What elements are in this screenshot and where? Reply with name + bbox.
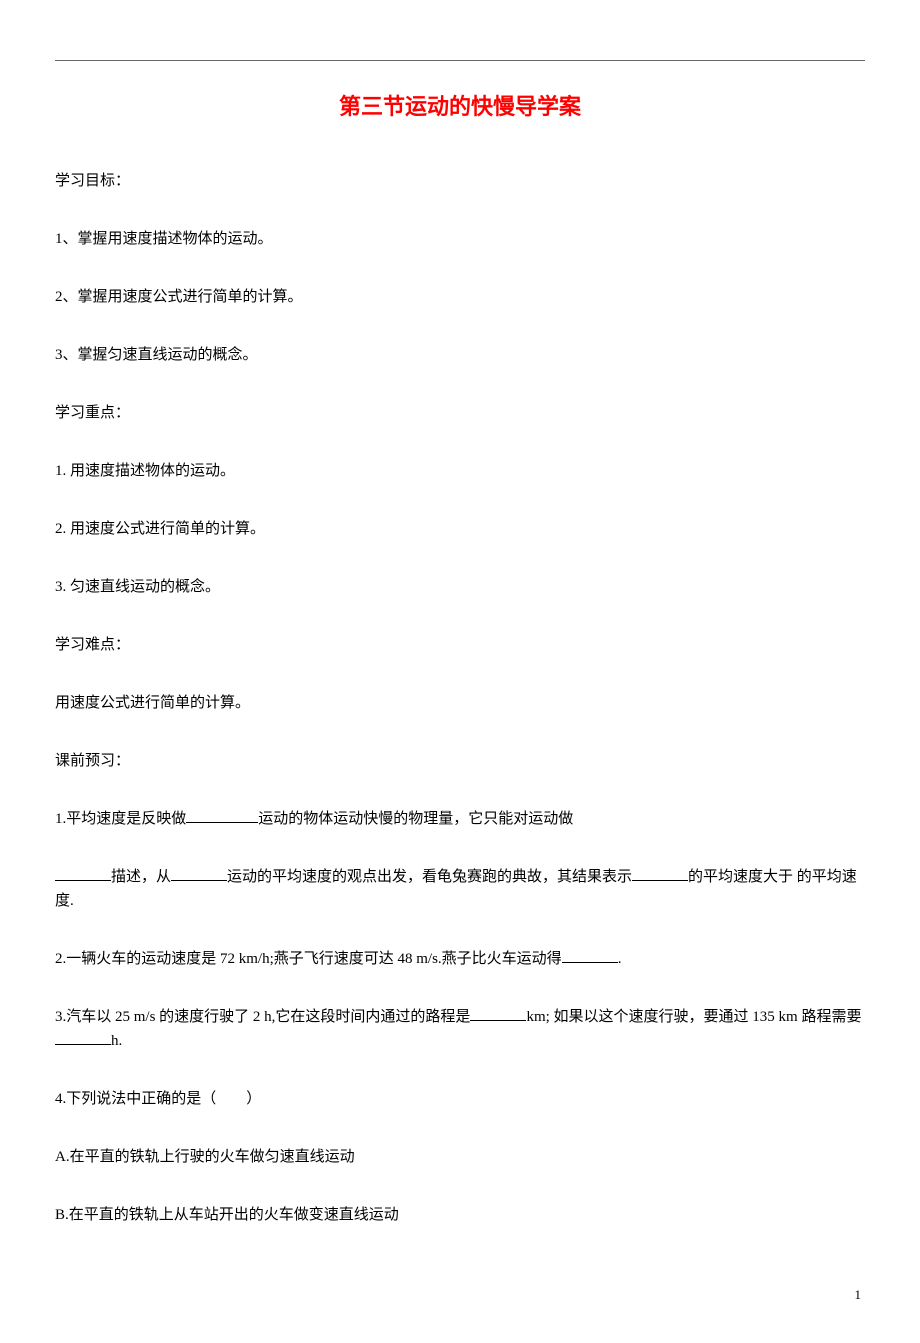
header-rule [55,60,865,61]
focus-item: 1. 用速度描述物体的运动。 [55,459,865,483]
q1-text: 运动的平均速度的观点出发，看龟兔赛跑的典故，其结果表示 [227,869,632,885]
focus-item: 3. 匀速直线运动的概念。 [55,575,865,599]
document-title: 第三节运动的快慢导学案 [55,89,865,121]
q1-text: 的平均速度大于 [688,869,793,885]
difficulty-heading: 学习难点： [55,633,865,657]
q3-text: km; 如果以这个速度行驶，要通过 135 km 路程需要 [526,1009,861,1025]
question-4-stem: 4.下列说法中正确的是（ ） [55,1087,865,1111]
difficulty-text: 用速度公式进行简单的计算。 [55,691,865,715]
fill-blank[interactable] [562,947,618,963]
q2-text: . [618,951,622,967]
fill-blank[interactable] [55,1029,111,1045]
question-4-option-a: A.在平直的铁轨上行驶的火车做匀速直线运动 [55,1145,865,1169]
objective-item: 3、掌握匀速直线运动的概念。 [55,343,865,367]
question-3: 3.汽车以 25 m/s 的速度行驶了 2 h,它在这段时间内通过的路程是 km;… [55,1005,865,1053]
focus-heading: 学习重点： [55,401,865,425]
preview-heading: 课前预习： [55,749,865,773]
q3-text: 3.汽车以 25 m/s 的速度行驶了 2 h,它在这段时间内通过的路程是 [55,1009,470,1025]
objective-item: 1、掌握用速度描述物体的运动。 [55,227,865,251]
q1-text: 运动的物体运动快慢的物理量，它只能对运动做 [258,811,573,827]
focus-item: 2. 用速度公式进行简单的计算。 [55,517,865,541]
fill-blank[interactable] [470,1005,526,1021]
page-number: 1 [55,1287,865,1303]
question-1-line-1: 1.平均速度是反映做 运动的物体运动快慢的物理量，它只能对运动做 [55,807,865,831]
document-page: 第三节运动的快慢导学案 学习目标： 1、掌握用速度描述物体的运动。 2、掌握用速… [0,0,920,1343]
q1-text: 1.平均速度是反映做 [55,811,186,827]
question-4-option-b: B.在平直的铁轨上从车站开出的火车做变速直线运动 [55,1203,865,1227]
question-2: 2.一辆火车的运动速度是 72 km/h;燕子飞行速度可达 48 m/s.燕子比… [55,947,865,971]
q1-text: 描述，从 [111,869,171,885]
q2-text: 2.一辆火车的运动速度是 72 km/h;燕子飞行速度可达 48 m/s.燕子比… [55,951,562,967]
q3-text: h. [111,1033,122,1049]
fill-blank[interactable] [55,865,111,881]
question-1-line-2: 描述，从运动的平均速度的观点出发，看龟兔赛跑的典故，其结果表示的平均速度大于 的… [55,865,865,913]
fill-blank[interactable] [171,865,227,881]
fill-blank[interactable] [186,807,258,823]
objectives-heading: 学习目标： [55,169,865,193]
objective-item: 2、掌握用速度公式进行简单的计算。 [55,285,865,309]
fill-blank[interactable] [632,865,688,881]
